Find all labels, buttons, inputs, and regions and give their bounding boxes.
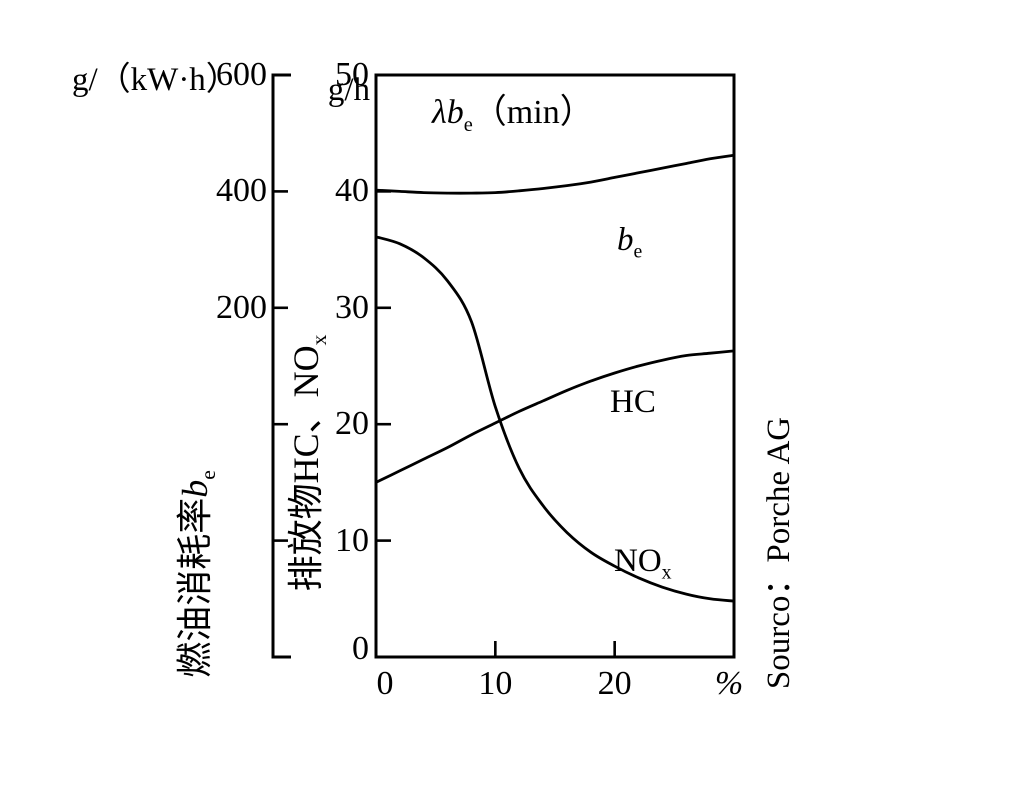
x-axis-tick-label: 20: [597, 665, 632, 702]
secondary-y-axis-title-italic: b: [175, 479, 215, 498]
y-axis-tick-label: 40: [335, 172, 369, 210]
x-axis-tick-label: 10: [478, 665, 513, 702]
curve-label-nox: NOx: [614, 543, 672, 582]
y-axis-tick-label: 20: [335, 405, 369, 443]
plot-title: λbe（min）: [432, 84, 594, 136]
secondary-y-axis-tick-label: 400: [216, 172, 267, 210]
plot-title-rest: （min）: [472, 94, 594, 131]
curve-label-nox-sub: x: [661, 561, 672, 584]
y-axis-title-sub: x: [307, 334, 332, 346]
y-axis-tick-label: 0: [352, 630, 369, 667]
curve-label-nox-main: NO: [614, 543, 662, 579]
secondary-y-axis-tick-label: 200: [216, 288, 267, 326]
curve-label-be-sub: e: [633, 240, 643, 263]
curve-label-be: be: [617, 222, 642, 261]
plot-title-italic: λb: [432, 94, 464, 131]
y-axis-tick-label: 30: [335, 288, 369, 326]
y-axis-unit: g/h: [327, 72, 370, 108]
secondary-y-axis-unit: g/（kW·h）: [72, 62, 239, 98]
curve-be: [375, 153, 735, 195]
x-axis-unit: %: [714, 665, 744, 702]
y-axis-tick-label: 10: [335, 521, 369, 559]
secondary-y-axis-title-text: 燃油消耗率: [175, 497, 215, 678]
curve-hc: [375, 349, 735, 484]
curve-label-be-main: b: [617, 222, 634, 258]
secondary-y-axis-title: 燃油消耗率be: [166, 470, 221, 678]
curve-nox: [375, 235, 735, 603]
plot-title-subscript: e: [463, 113, 473, 136]
plot-border: [374, 73, 736, 659]
secondary-y-axis-title-sub: e: [196, 470, 221, 480]
x-axis-tick-label: 0: [376, 665, 394, 702]
source-note: Sourco：Porche AG: [761, 416, 797, 690]
secondary-y-axis-tick-label: 600: [216, 56, 267, 93]
curve-label-hc: HC: [610, 384, 656, 420]
y-axis-tick-label: 50: [335, 56, 369, 93]
